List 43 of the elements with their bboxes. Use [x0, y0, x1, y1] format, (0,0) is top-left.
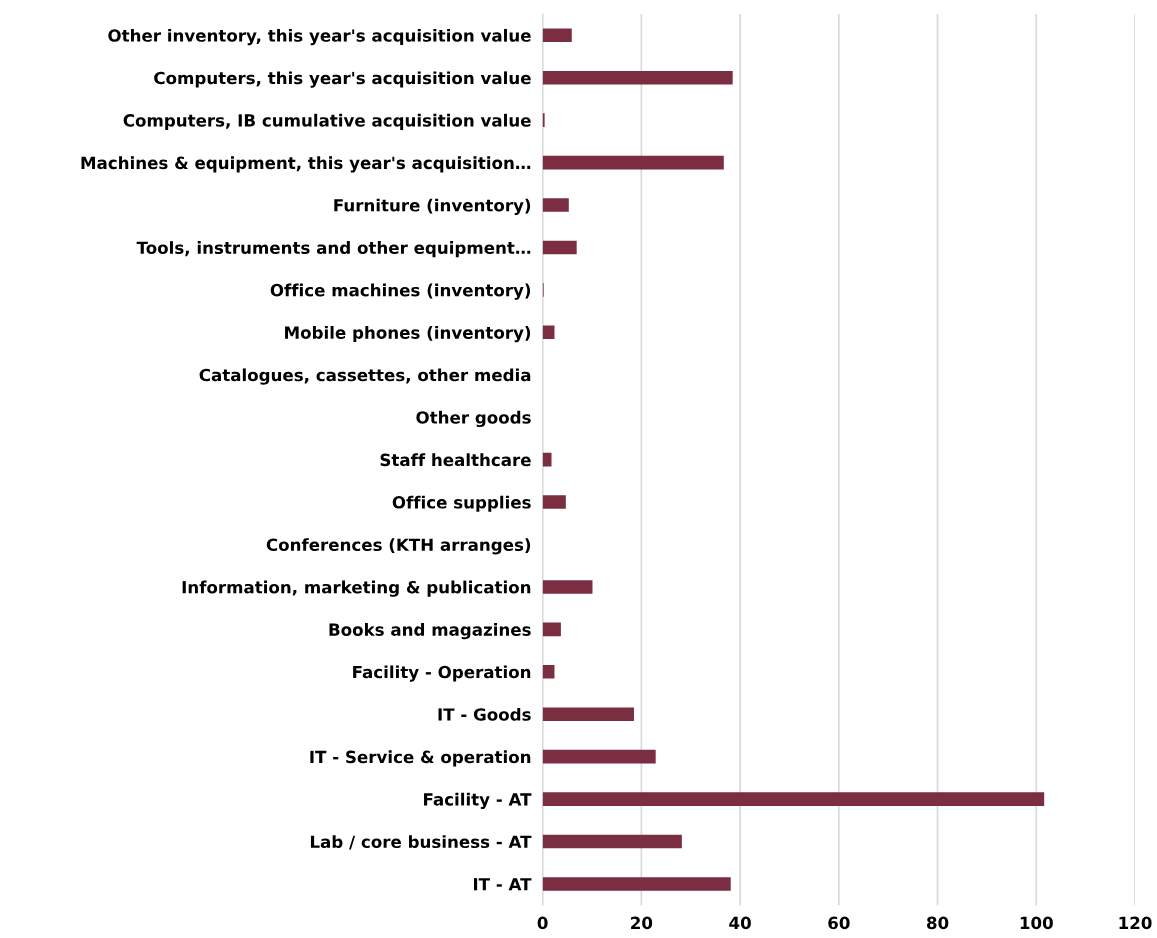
y-tick-label: Office supplies [392, 495, 531, 512]
bar [542, 792, 1045, 806]
bar [542, 707, 634, 722]
y-tick-label: IT - AT [473, 878, 532, 891]
y-tick-label: IT - Goods [438, 707, 531, 721]
x-tick-label: 120 [1119, 916, 1152, 930]
bar [542, 155, 724, 170]
x-tick-label: 80 [926, 916, 949, 930]
x-tick-label: 60 [828, 916, 850, 930]
x-tick-label: 100 [1020, 916, 1053, 930]
bar [542, 495, 566, 509]
bar [542, 622, 561, 637]
bar [542, 580, 593, 594]
y-tick-label: Machines & equipment, this year's acquisition… [81, 156, 531, 173]
bar [542, 198, 569, 212]
y-tick-label: Other goods [416, 410, 531, 428]
y-tick-label: Mobile phones (inventory) [285, 325, 531, 343]
y-tick-label: Conferences (KTH arranges) [266, 538, 531, 555]
x-tick-label: 40 [729, 916, 751, 930]
y-tick-label: Staff healthcare [380, 453, 531, 467]
y-tick-label: Computers, this year's acquisition value [154, 71, 531, 88]
y-tick-label: Computers, IB cumulative acquisition value [123, 113, 531, 130]
bar [542, 834, 682, 849]
y-tick-label: Furniture (inventory) [334, 198, 531, 215]
bar [542, 240, 577, 255]
y-tick-label: IT - Service & operation [310, 750, 531, 767]
bar [542, 28, 572, 43]
y-tick-label: Tools, instruments and other equipment… [136, 241, 531, 258]
y-tick-label: Catalogues, cassettes, other media [199, 368, 531, 385]
x-tick-label: 0 [537, 916, 548, 930]
bar [542, 70, 733, 85]
bar [542, 749, 656, 764]
y-tick-label: Facility - AT [424, 792, 532, 810]
bar [542, 452, 552, 467]
bar [542, 665, 555, 679]
y-tick-label: Books and magazines [329, 623, 531, 640]
y-tick-label: Other inventory, this year's acquisition value [108, 28, 531, 46]
y-tick-label: Information, marketing & publication [182, 580, 531, 597]
bar [542, 877, 731, 891]
y-tick-label: Office machines (inventory) [270, 283, 531, 300]
x-tick-label: 20 [631, 916, 653, 930]
y-tick-label: Lab / core business - AT [310, 835, 532, 850]
y-tick-label: Facility - Operation [353, 665, 531, 682]
